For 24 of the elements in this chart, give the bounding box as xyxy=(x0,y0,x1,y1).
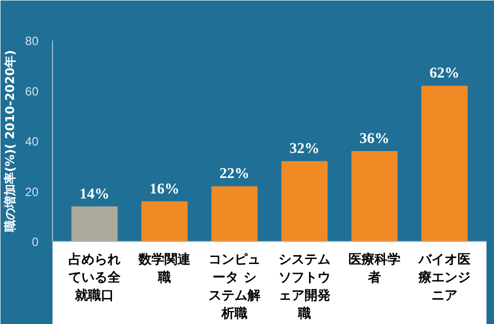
y-tick-label: 60 xyxy=(25,84,39,98)
x-tick-label: 医療科学者 xyxy=(348,252,400,286)
bar xyxy=(71,206,118,242)
data-label: 22% xyxy=(220,166,250,182)
y-tick-label: 80 xyxy=(25,34,39,48)
y-axis-title: 職の増加率(%)( 2010-2020年) xyxy=(3,50,18,233)
bar xyxy=(281,161,328,242)
bar xyxy=(421,86,468,242)
data-label: 32% xyxy=(290,141,320,158)
y-tick-label: 20 xyxy=(25,184,39,199)
x-tick-label: 占められている全就職口 xyxy=(68,252,122,304)
x-tick-label: システムソフトウェア開発職 xyxy=(278,252,330,322)
y-tick-label: 0 xyxy=(32,235,39,249)
x-tick-label: 数学関連職 xyxy=(138,252,192,286)
bar xyxy=(211,186,258,242)
bar xyxy=(141,201,188,242)
data-label: 14% xyxy=(80,186,110,202)
y-tick-label: 40 xyxy=(25,134,39,148)
x-tick-label: コンピュータ システム解析職 xyxy=(208,252,260,322)
data-label: 62% xyxy=(430,66,460,82)
data-label: 36% xyxy=(360,131,390,148)
data-label: 16% xyxy=(150,181,180,198)
x-tick-label: バイオ医療エンジニア xyxy=(418,252,470,304)
bar xyxy=(351,151,398,242)
